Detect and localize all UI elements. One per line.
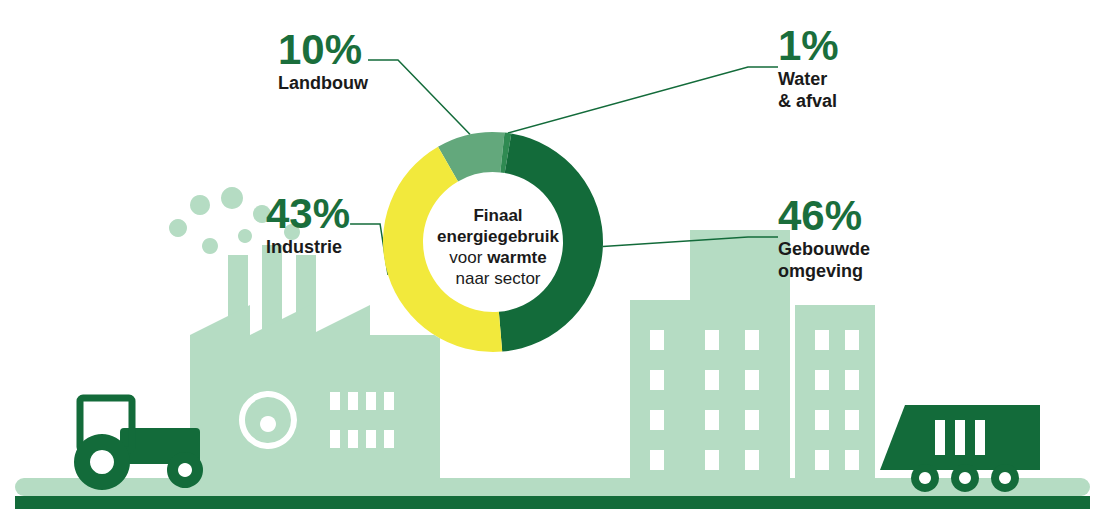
svg-text:1%: 1%	[778, 22, 839, 69]
svg-text:Industrie: Industrie	[266, 237, 342, 257]
svg-text:Water: Water	[778, 69, 827, 89]
svg-text:46%: 46%	[778, 192, 862, 239]
svg-text:voor: voor	[449, 248, 482, 267]
svg-text:Landbouw: Landbouw	[278, 73, 369, 93]
svg-text:sector: sector	[494, 269, 541, 288]
svg-text:energiegebruik: energiegebruik	[437, 227, 559, 246]
svg-text:warmte: warmte	[486, 248, 547, 267]
svg-text:naar: naar	[455, 269, 489, 288]
svg-text:omgeving: omgeving	[778, 261, 863, 281]
svg-text:10%: 10%	[278, 26, 362, 73]
svg-text:43%: 43%	[266, 190, 350, 237]
svg-text:Gebouwde: Gebouwde	[778, 239, 870, 259]
svg-text:Finaal: Finaal	[473, 206, 522, 225]
svg-text:& afval: & afval	[778, 91, 837, 111]
